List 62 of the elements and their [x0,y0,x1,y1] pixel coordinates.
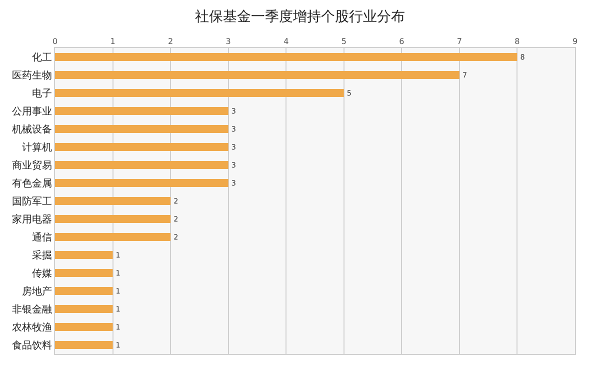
y-tick-label: 公用事业 [12,106,52,118]
data-label: 3 [231,142,236,152]
data-label: 3 [231,178,236,188]
y-tick-label: 农林牧渔 [12,322,52,334]
bar [55,232,171,242]
bar [55,196,171,206]
x-tick-label: 4 [284,36,289,46]
y-tick-label: 化工 [32,52,52,64]
x-tick-label: 1 [110,36,116,46]
bar [55,286,113,296]
x-tick-label: 8 [514,36,520,46]
y-tick-label: 机械设备 [12,124,52,136]
y-tick-label: 非银金融 [12,304,52,316]
data-label: 8 [520,52,526,62]
x-tick-label: 5 [341,36,346,46]
y-tick-label: 采掘 [32,250,52,262]
x-tick-label: 3 [226,36,231,46]
data-label: 1 [116,268,120,278]
y-tick-label: 电子 [32,88,52,100]
x-tick-label: 0 [52,36,58,46]
y-tick-label: 家用电器 [12,214,52,226]
bar [55,322,113,332]
y-tick-label: 有色金属 [12,178,52,190]
data-label: 5 [346,88,352,98]
x-tick-label: 6 [399,36,404,46]
data-label: 1 [116,340,120,350]
bar [55,304,113,314]
bar [55,52,518,62]
bar [55,250,113,260]
data-label: 1 [116,322,120,332]
bar [55,160,228,170]
data-label: 3 [231,106,236,116]
y-tick-label: 商业贸易 [12,160,52,172]
x-tick-label: 2 [168,36,174,46]
data-label: 3 [231,124,236,134]
data-label: 2 [174,196,178,206]
data-label: 1 [116,304,120,314]
bar [55,70,460,80]
y-tick-label: 食品饮料 [12,340,52,352]
bar [55,214,171,224]
bar [55,178,228,188]
data-label: 7 [462,70,468,80]
bar [55,340,113,350]
bar [55,268,113,278]
chart-title: 社保基金一季度增持个股行业分布 [195,8,405,25]
bar [55,88,344,98]
x-tick-label: 9 [572,36,578,46]
y-tick-label: 医药生物 [12,70,52,82]
y-tick-label: 传媒 [32,268,52,280]
y-tick-label: 房地产 [22,286,52,298]
y-tick-label: 计算机 [22,142,52,154]
data-label: 2 [174,232,178,242]
data-label: 3 [231,160,236,170]
bar [55,142,228,152]
bar [55,106,228,116]
data-label: 2 [174,214,178,224]
bar [55,124,228,134]
data-label: 1 [116,250,120,260]
y-tick-label: 通信 [32,232,52,244]
x-tick-label: 7 [456,36,462,46]
data-label: 1 [116,286,120,296]
y-tick-label: 国防军工 [12,196,52,208]
